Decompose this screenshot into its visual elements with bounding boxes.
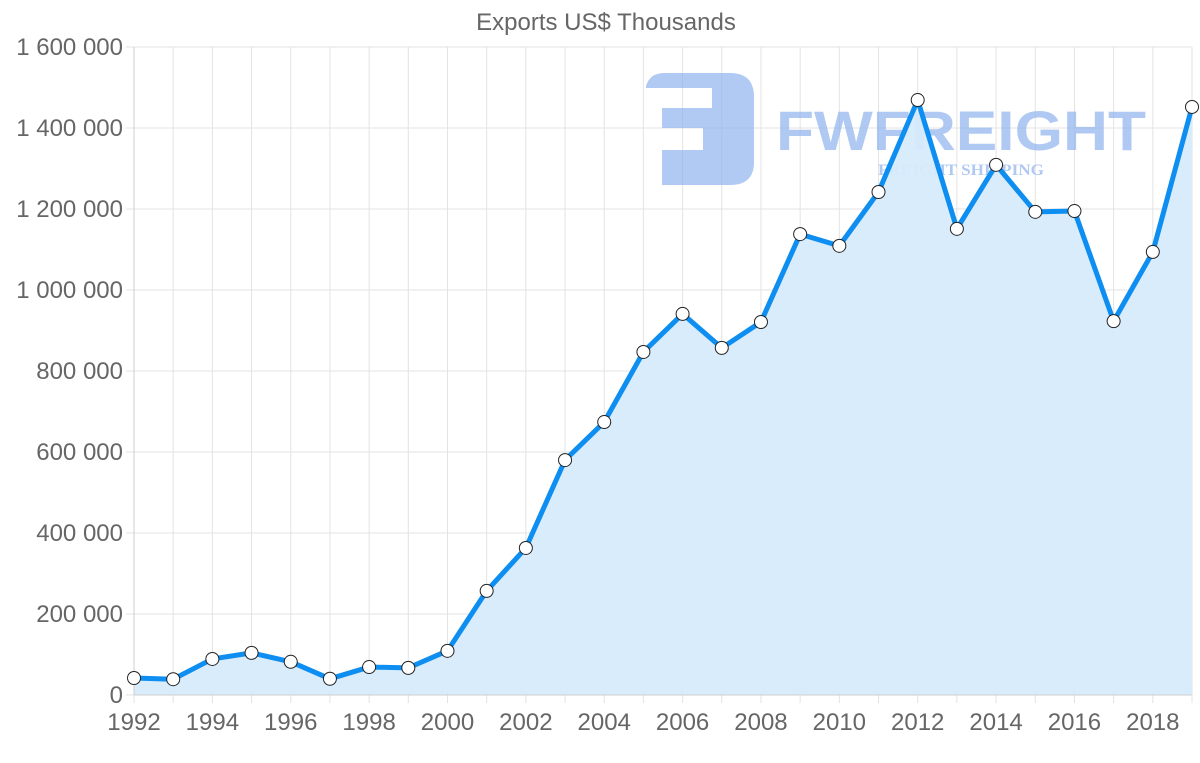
data-point-marker (518, 540, 533, 555)
data-point-marker (1106, 314, 1121, 329)
y-tick-label: 800 000 (36, 358, 123, 385)
fwfreight-logo-icon (646, 73, 754, 185)
data-point-marker (127, 670, 141, 685)
x-tick-label: 1994 (186, 709, 239, 736)
data-point-marker (479, 583, 494, 598)
x-tick-label: 2010 (813, 709, 866, 736)
x-tick-label: 2016 (1048, 709, 1101, 736)
data-point-marker (949, 221, 964, 236)
data-point-markers (127, 93, 1199, 687)
data-point-marker (205, 651, 220, 666)
y-tick-label: 1 400 000 (16, 115, 123, 142)
data-point-marker (753, 314, 768, 329)
y-axis-tick-labels: 0 200 000 400 000 600 000 800 000 1 000 000 1 … (16, 34, 123, 709)
series-line (131, 97, 1195, 682)
data-point-marker (362, 660, 377, 675)
data-point-marker (832, 238, 847, 253)
x-axis-tick-labels: 1992 1994 1996 1998 2000 2002 2004 2006 2008 2010… (107, 709, 1179, 736)
data-point-marker (1185, 99, 1199, 114)
x-tick-label: 2008 (734, 709, 787, 736)
y-tick-label: 1 600 000 (16, 34, 123, 61)
x-tick-label: 1992 (107, 709, 160, 736)
x-tick-label: 2000 (421, 709, 474, 736)
watermark-brand: FWFREIGHT (776, 99, 1146, 162)
data-point-marker (401, 660, 416, 675)
y-tick-label: 200 000 (36, 601, 123, 628)
x-tick-label: 2012 (891, 709, 944, 736)
data-point-marker (244, 645, 259, 660)
x-tick-label: 1996 (264, 709, 317, 736)
data-point-marker (1028, 204, 1043, 219)
chart-title: Exports US$ Thousands (476, 9, 736, 36)
data-point-marker (714, 340, 729, 355)
data-point-marker (871, 184, 886, 199)
x-tick-label: 2004 (578, 709, 631, 736)
data-point-marker (910, 93, 925, 108)
y-tick-label: 1 000 000 (16, 277, 123, 304)
x-tick-label: 2018 (1126, 709, 1179, 736)
data-point-marker (636, 344, 651, 359)
x-tick-label: 2002 (499, 709, 552, 736)
x-tick-label: 1998 (342, 709, 395, 736)
data-point-marker (558, 453, 573, 468)
y-tick-label: 1 200 000 (16, 196, 123, 223)
x-tick-label: 2014 (969, 709, 1022, 736)
y-tick-label: 0 (110, 682, 123, 709)
y-tick-label: 600 000 (36, 439, 123, 466)
data-point-marker (440, 643, 455, 658)
data-point-marker (675, 306, 690, 321)
y-tick-label: 400 000 (36, 520, 123, 547)
data-point-marker (166, 672, 181, 687)
watermark: FWFREIGHT FREIGHT SHIPPING (646, 73, 1146, 185)
data-point-marker (1067, 204, 1082, 219)
data-point-marker (793, 227, 808, 242)
data-point-marker (283, 654, 298, 669)
series-area-fill (134, 100, 1192, 696)
data-point-marker (322, 671, 337, 686)
x-tick-label: 2006 (656, 709, 709, 736)
data-point-marker (1145, 244, 1160, 259)
data-point-marker (597, 415, 612, 430)
data-point-marker (989, 157, 1004, 172)
